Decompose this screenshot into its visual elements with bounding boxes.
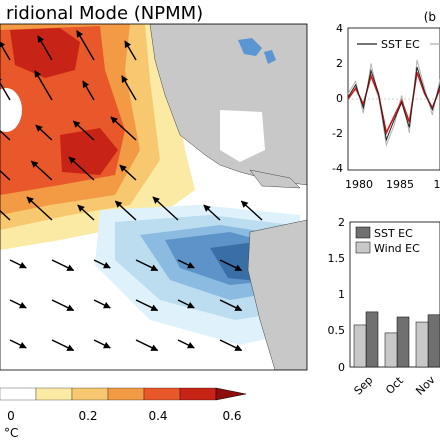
colorbar-segment (108, 388, 144, 400)
ts-xticks: 1980 1985 1 (345, 178, 440, 191)
bar-panel: SST EC Wind EC 0 0.5 1 1.5 2 Sep Oct Nov (328, 216, 440, 398)
colorbar-segment (36, 388, 72, 400)
bar-xtick: Oct (383, 374, 406, 397)
legend-swatch-sst (356, 227, 370, 238)
ts-ytick: 0 (336, 92, 343, 105)
ts-xtick: 1980 (345, 178, 373, 191)
bar-ytick: 2 (338, 216, 345, 229)
colorbar: 0 0.2 0.4 0.6 °C (0, 388, 246, 440)
colorbar-tick-2: 0.4 (148, 409, 167, 423)
sst-map (0, 24, 307, 370)
bar (428, 315, 440, 367)
legend-label-sst: SST EC (381, 38, 420, 51)
legend-swatch-wind (356, 242, 370, 253)
bar-xtick: Nov (413, 373, 438, 398)
ts-yticks: -4 -2 0 2 4 (332, 22, 343, 175)
colorbar-segment (180, 388, 216, 400)
bar-ytick: 0 (338, 361, 345, 374)
ts-ytick: 2 (336, 57, 343, 70)
ts-xtick: 1 (434, 178, 440, 191)
colorbar-segment (144, 388, 180, 400)
colorbar-unit: °C (4, 426, 18, 440)
ts-ytick: -4 (332, 162, 343, 175)
colorbar-extension (216, 388, 246, 400)
bar-ytick: 1 (338, 288, 345, 301)
colorbar-tick-0: 0 (7, 409, 15, 423)
ts-ytick: -2 (332, 127, 343, 140)
timeseries-panel: (b SST EC -4 -2 0 2 4 1980 1985 1 (332, 10, 440, 191)
bar (354, 325, 366, 367)
legend-label-wind-bar: Wind EC (374, 242, 420, 255)
bar-yticks: 0 0.5 1 1.5 2 (328, 216, 346, 374)
bar-ytick: 1.5 (328, 252, 346, 265)
bar (385, 333, 397, 367)
bar (416, 322, 428, 367)
colorbar-tick-3: 0.6 (222, 409, 241, 423)
bar-xtick: Sep (352, 374, 376, 398)
ts-ytick: 4 (336, 22, 343, 35)
colorbar-tick-1: 0.2 (78, 409, 97, 423)
timeseries-line (348, 67, 440, 140)
colorbar-segment (0, 388, 36, 400)
bar (366, 312, 378, 367)
ts-xtick: 1985 (386, 178, 414, 191)
bar (397, 317, 409, 367)
bar-ytick: 0.5 (328, 324, 346, 337)
legend-label-sst-bar: SST EC (374, 227, 413, 240)
map-title: ridional Mode (NPMM) (6, 3, 203, 24)
panel-label: (b (424, 10, 436, 24)
colorbar-segment (72, 388, 108, 400)
